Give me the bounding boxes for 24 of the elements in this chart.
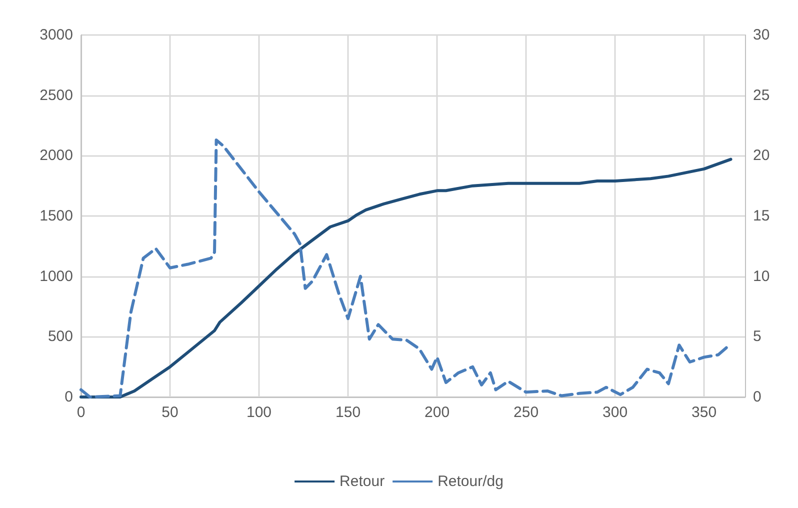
y-tick-label: 3000 — [40, 26, 73, 44]
x-tick-label: 150 — [336, 404, 361, 421]
y2-tick-label: 10 — [753, 268, 770, 285]
y-tick-label: 0 — [64, 388, 73, 406]
x-tick-label: 50 — [162, 404, 178, 421]
legend-label: Retour — [340, 473, 385, 490]
y2-tick-label: 5 — [753, 328, 762, 346]
y-tick-label: 1000 — [40, 268, 73, 285]
y-tick-label: 2500 — [40, 86, 73, 104]
y2-tick-label: 0 — [753, 388, 762, 406]
y-tick-label: 500 — [48, 328, 73, 346]
y2-tick-label: 30 — [753, 26, 770, 44]
y2-tick-label: 20 — [753, 147, 770, 164]
y-tick-label: 2000 — [40, 147, 73, 164]
y2-tick-label: 15 — [753, 208, 770, 224]
x-tick-label: 350 — [692, 404, 717, 421]
y-tick-label: 1500 — [40, 208, 73, 224]
x-tick-label: 0 — [76, 404, 86, 421]
x-tick-label: 100 — [246, 404, 272, 421]
legend-label: Retour/dg — [438, 473, 504, 490]
x-tick-label: 300 — [602, 404, 628, 421]
x-tick-label: 250 — [514, 404, 539, 421]
y2-tick-label: 25 — [753, 86, 770, 104]
x-tick-label: 200 — [424, 404, 450, 421]
